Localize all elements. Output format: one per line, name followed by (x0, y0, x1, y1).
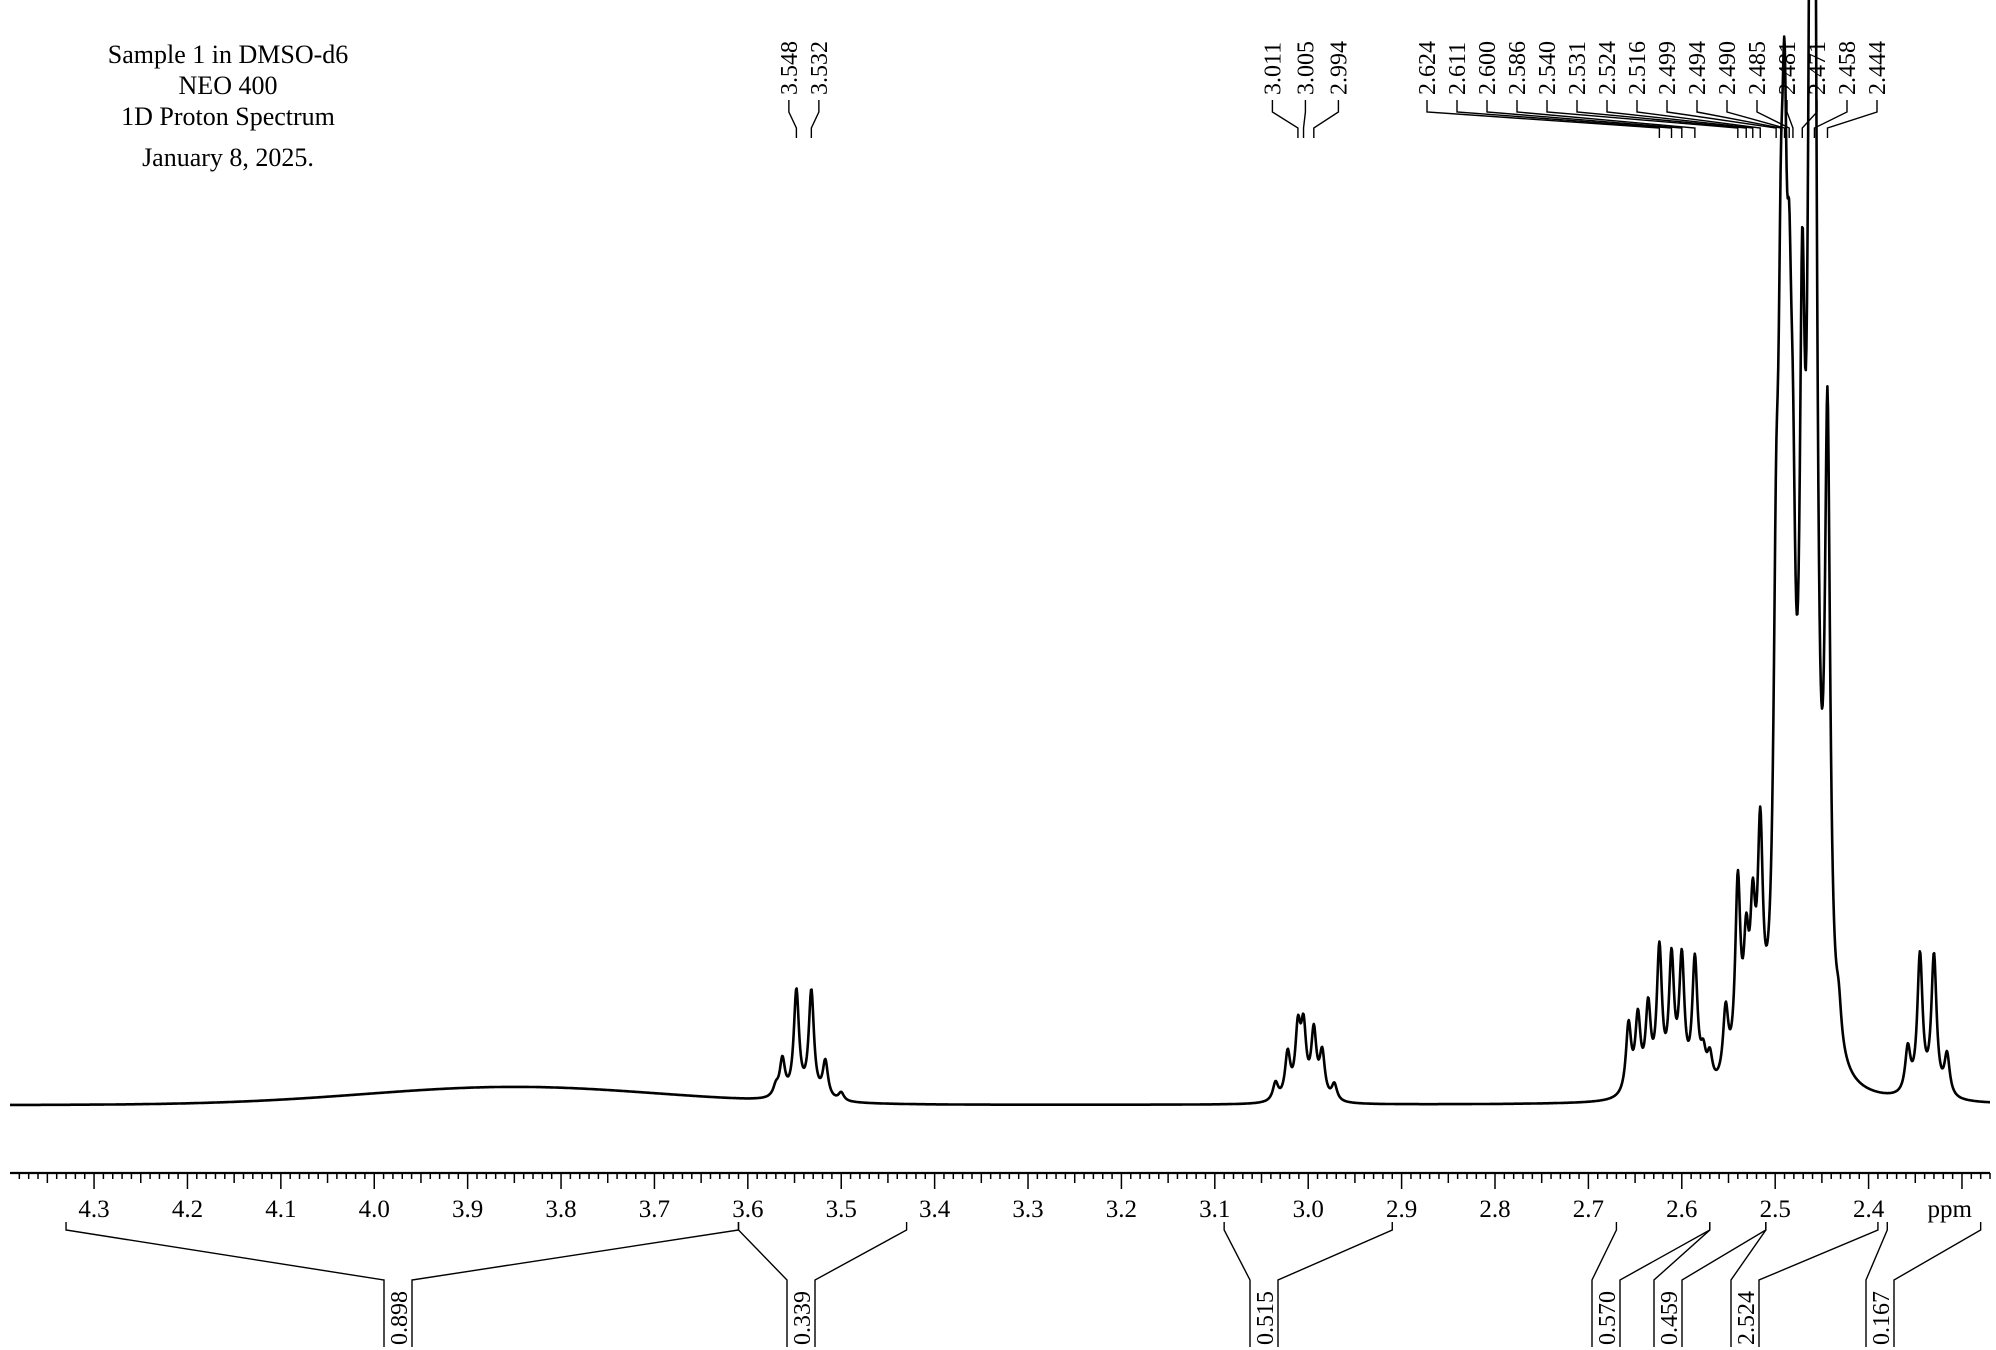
sample-info-line: January 8, 2025. (142, 143, 314, 172)
peak-label: 2.540 (1535, 41, 1561, 95)
peak-label: 2.586 (1505, 41, 1531, 95)
x-axis-tick-label: 3.0 (1293, 1196, 1324, 1223)
x-axis-tick-label: 2.4 (1853, 1196, 1885, 1223)
integral-bracket (1758, 1222, 1879, 1347)
peak-label-leader (1546, 100, 1739, 138)
integral-value: 0.898 (387, 1291, 413, 1345)
x-axis-tick-label: 4.0 (359, 1196, 390, 1223)
peak-label-leader (1826, 100, 1878, 138)
peak-label-leader (1576, 100, 1747, 138)
integral-bracket (1591, 1222, 1618, 1347)
x-axis-tick-label: 2.5 (1760, 1196, 1791, 1223)
peak-label: 2.485 (1745, 41, 1771, 95)
x-axis-tick-label: 2.9 (1386, 1196, 1417, 1223)
x-axis-tick-label: 4.1 (265, 1196, 296, 1223)
x-axis-tick-label: 3.9 (452, 1196, 483, 1223)
integral-bracket (1730, 1222, 1767, 1347)
peak-label-leader (788, 100, 798, 138)
x-axis-tick-label: 2.8 (1479, 1196, 1510, 1223)
x-axis-tick-label: 3.4 (919, 1196, 951, 1223)
peak-label-leader (1313, 100, 1340, 138)
x-axis: 4.3 4.2 4.1 4.0 3.9 3.8 3.7 3.6 3.5 3.4 3.3 3.2 3.1 3… (10, 1171, 1991, 1223)
peak-label: 2.490 (1715, 41, 1741, 95)
peak-label: 2.499 (1655, 41, 1681, 95)
peak-label-leader (1426, 100, 1661, 138)
sample-info-line: 1D Proton Spectrum (121, 102, 335, 131)
integral-value: 0.515 (1253, 1291, 1279, 1345)
x-axis-tick-label: 2.6 (1666, 1196, 1697, 1223)
peak-label: 2.458 (1835, 41, 1861, 95)
x-axis-tick-label: 4.2 (172, 1196, 203, 1223)
sample-info-line: NEO 400 (179, 71, 278, 100)
x-axis-unit-label: ppm (1928, 1196, 1973, 1223)
x-axis-tick-label: 3.7 (639, 1196, 670, 1223)
peak-label: 2.494 (1685, 41, 1711, 95)
integral-bracket (814, 1222, 908, 1347)
peak-label: 2.516 (1625, 41, 1651, 95)
peak-label-leader (1666, 100, 1777, 138)
integral-value: 0.570 (1595, 1291, 1621, 1345)
peak-label: 3.548 (777, 41, 803, 95)
x-axis-tick-label: 4.3 (78, 1196, 109, 1223)
peak-label-leader (1516, 100, 1696, 138)
integral-bracket (1893, 1222, 1982, 1347)
sample-info-line: Sample 1 in DMSO-d6 (108, 40, 349, 69)
peak-label: 3.005 (1293, 41, 1319, 95)
integral-value: 0.167 (1869, 1291, 1895, 1345)
x-axis-tick-label: 3.3 (1012, 1196, 1043, 1223)
integral-bracket (1277, 1222, 1393, 1347)
peak-label-leader (1302, 100, 1307, 138)
integral-value: 2.524 (1734, 1291, 1760, 1345)
integral-value: 0.459 (1657, 1291, 1683, 1345)
spectrum-line (9, 0, 1991, 1107)
integral-value: 0.339 (790, 1291, 816, 1345)
integral-bracket (1865, 1222, 1888, 1347)
peak-label-leader (1456, 100, 1673, 138)
peak-label-leader (1786, 100, 1794, 138)
x-axis-tick-label: 2.7 (1573, 1196, 1604, 1223)
integral-bracket (65, 1222, 385, 1347)
peak-label-leader (1726, 100, 1786, 138)
integral-bracket (411, 1222, 740, 1347)
x-axis-tick-label: 3.5 (826, 1196, 857, 1223)
peak-label: 2.624 (1415, 41, 1441, 95)
integrals: 0.898 0.339 0.515 0.570 0.459 2.524 0.167 (65, 1222, 1982, 1347)
peak-label-leader (1756, 100, 1790, 138)
peak-label: 3.532 (807, 41, 833, 95)
peak-label: 3.011 (1260, 42, 1286, 95)
peak-label-leader (1486, 100, 1683, 138)
peak-label-leader (1696, 100, 1782, 138)
peak-label: 2.600 (1475, 41, 1501, 95)
peak-label: 2.531 (1565, 41, 1591, 95)
peak-label: 2.524 (1595, 41, 1621, 95)
peak-label-leader (1271, 100, 1299, 138)
peak-label-leader (1606, 100, 1754, 138)
peak-label-leader (810, 100, 820, 138)
integral-bracket (1223, 1222, 1251, 1347)
peak-label: 2.444 (1865, 41, 1891, 95)
integral-bracket (737, 1222, 788, 1347)
integral-bracket (1653, 1222, 1711, 1347)
x-axis-tick-label: 3.1 (1199, 1196, 1230, 1223)
x-axis-tick-label: 3.6 (732, 1196, 763, 1223)
x-axis-tick-label: 3.2 (1106, 1196, 1137, 1223)
peak-label-leader (1636, 100, 1761, 138)
peak-label: 2.611 (1445, 42, 1471, 95)
peak-label: 2.994 (1326, 41, 1352, 95)
sample-info: Sample 1 in DMSO-d6 NEO 400 1D Proton Sp… (108, 40, 349, 172)
x-axis-tick-label: 3.8 (545, 1196, 576, 1223)
peak-label-leader (1813, 100, 1848, 138)
peak-label: 2.481 (1775, 41, 1801, 95)
peak-labels: 3.548 3.532 3.011 3.005 2.994 2.624 2.611 2.600… (777, 41, 1891, 138)
